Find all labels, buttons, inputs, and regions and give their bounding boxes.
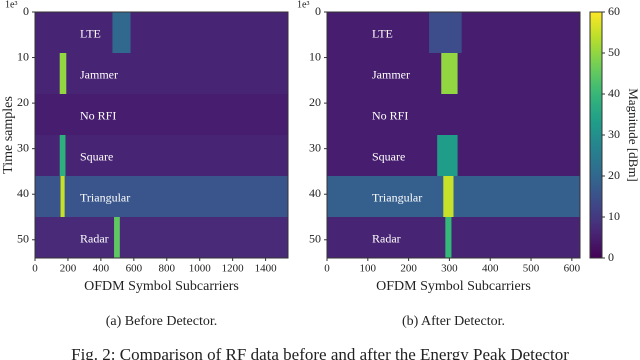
signal-band — [59, 135, 66, 176]
y-tick-label: 20 — [17, 95, 29, 109]
heatmap-region — [35, 12, 288, 53]
y-tick-label: 40 — [17, 186, 29, 200]
region-label: Radar — [372, 231, 401, 245]
x-tick-label: 500 — [523, 263, 540, 275]
x-axis-label: OFDM Symbol Subcarriers — [376, 279, 531, 294]
region-label: LTE — [80, 26, 101, 40]
y-tick-label: 10 — [17, 49, 29, 63]
x-tick-label: 1400 — [255, 263, 278, 275]
y-tick-label: 50 — [309, 232, 321, 246]
heatmap-region — [35, 217, 288, 258]
colorbar-tick-label: 50 — [608, 45, 620, 59]
x-axis-label: OFDM Symbol Subcarriers — [84, 279, 239, 294]
region-label: Triangular — [372, 190, 422, 204]
x-tick-label: 600 — [126, 263, 143, 275]
y-tick-label: 0 — [315, 4, 321, 18]
x-tick-label: 1200 — [222, 263, 245, 275]
heatmap-region — [35, 135, 288, 176]
signal-band — [429, 12, 462, 53]
x-tick-label: 800 — [159, 263, 176, 275]
y-tick-label: 50 — [17, 232, 29, 246]
y-tick-label: 0 — [23, 4, 29, 18]
colorbar-tick-label: 20 — [608, 168, 620, 182]
y-tick-label: 20 — [309, 95, 321, 109]
colorbar-tick-label: 10 — [608, 209, 620, 223]
region-label: Triangular — [80, 190, 130, 204]
region-label: Square — [372, 149, 405, 163]
x-tick-label: 200 — [400, 263, 417, 275]
signal-band — [114, 217, 120, 258]
heatmap-region — [327, 94, 580, 135]
region-label: Jammer — [80, 67, 118, 81]
colorbar-label: Magnitude [dBm] — [626, 88, 640, 182]
x-tick-label: 400 — [482, 263, 499, 275]
signal-band — [437, 135, 458, 176]
signal-band — [445, 217, 452, 258]
y-tick-label: 30 — [309, 140, 321, 154]
colorbar-tick-label: 40 — [608, 86, 620, 100]
x-tick-label: 400 — [93, 263, 110, 275]
plot-frame — [34, 11, 289, 259]
x-tick-label: 200 — [60, 263, 77, 275]
y-tick-label: 30 — [17, 140, 29, 154]
region-label: Square — [80, 149, 113, 163]
plot-frame — [326, 11, 581, 259]
colorbar-tick-label: 30 — [608, 127, 620, 141]
region-label: No RFI — [372, 108, 408, 122]
x-tick-label: 600 — [564, 263, 581, 275]
subplot-caption: (b) After Detector. — [402, 314, 505, 329]
y-offset-label: 1e³ — [5, 0, 17, 10]
y-offset-label: 1e³ — [297, 0, 309, 10]
signal-band — [443, 176, 454, 217]
colorbar-tick-label: 0 — [608, 250, 614, 264]
heatmap-region — [35, 53, 288, 94]
x-tick-label: 0 — [32, 263, 38, 275]
figure-caption: Fig. 2: Comparison of RF data before and… — [71, 345, 569, 360]
y-tick-label: 10 — [309, 49, 321, 63]
heatmap-region — [327, 217, 580, 258]
colorbar — [589, 11, 603, 259]
region-label: Jammer — [372, 67, 410, 81]
x-tick-label: 300 — [441, 263, 458, 275]
heatmap-region — [35, 176, 288, 217]
subplot-caption: (a) Before Detector. — [106, 314, 218, 329]
region-label: LTE — [372, 26, 393, 40]
region-label: Radar — [80, 231, 109, 245]
signal-band — [60, 176, 65, 217]
signal-band — [59, 53, 67, 94]
signal-band — [112, 12, 131, 53]
x-tick-label: 1000 — [189, 263, 212, 275]
x-tick-label: 100 — [360, 263, 377, 275]
x-tick-label: 0 — [324, 263, 330, 275]
signal-band — [441, 53, 458, 94]
y-axis-label: Time samples — [1, 96, 16, 174]
region-label: No RFI — [80, 108, 116, 122]
heatmap-region — [35, 94, 288, 135]
colorbar-tick-label: 60 — [608, 4, 620, 18]
y-tick-label: 40 — [309, 186, 321, 200]
